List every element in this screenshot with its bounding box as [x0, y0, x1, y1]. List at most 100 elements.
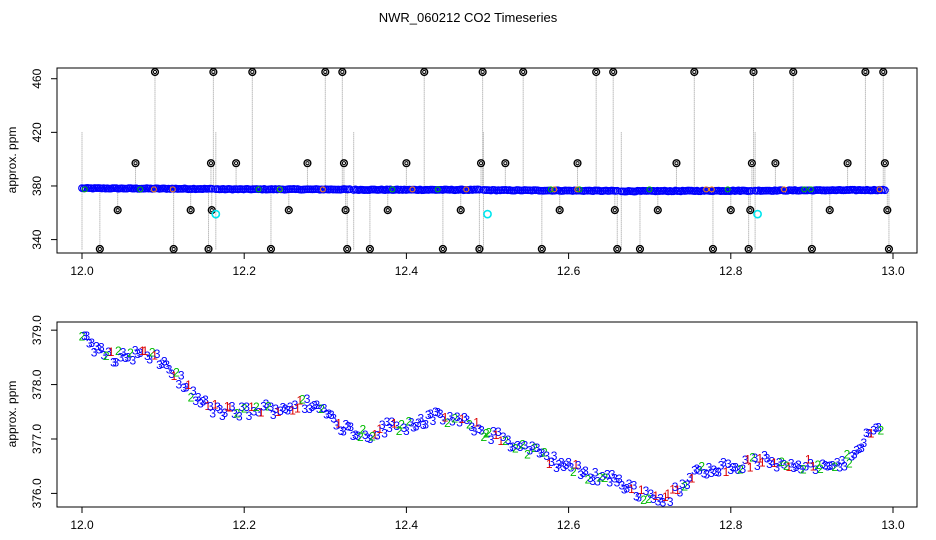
bottom-panel-x-axis: 12.0 12.2 12.4 12.6 12.8 13.0: [70, 506, 905, 532]
series-marker-3: 3: [836, 460, 843, 474]
outlier-point: [879, 67, 888, 77]
series-marker-3: 3: [551, 449, 558, 463]
series-marker-3: 3: [718, 458, 725, 472]
series-marker-3: 3: [221, 406, 228, 420]
series-marker-3: 3: [362, 428, 369, 442]
outlier-point: [884, 244, 894, 254]
series-marker-3: 3: [870, 424, 877, 438]
top-panel-cyan-points: [211, 209, 762, 219]
outlier-point: [169, 244, 178, 254]
baseline-accent-point: [807, 186, 814, 193]
outlier-point: [592, 67, 601, 77]
series-marker-3: 3: [345, 420, 352, 434]
series-marker-3: 3: [582, 464, 589, 478]
outlier-inner-point: [827, 208, 832, 213]
series-marker-3: 3: [720, 455, 727, 469]
series-marker-3: 3: [91, 346, 98, 360]
series-marker-1: 1: [669, 483, 676, 497]
series-marker-1: 1: [628, 482, 635, 496]
series-marker-3: 3: [865, 426, 872, 440]
baseline-accent-point: [276, 186, 283, 193]
series-marker-3: 3: [548, 455, 555, 469]
series-marker-1: 1: [497, 434, 504, 448]
series-marker-3: 3: [863, 426, 870, 440]
outlier-inner-point: [422, 69, 427, 75]
series-marker-2: 2: [778, 455, 785, 469]
series-marker-3: 3: [236, 409, 243, 423]
series-marker-3: 3: [255, 406, 262, 420]
series-marker-3: 3: [408, 415, 415, 429]
outlier-inner-point: [211, 69, 216, 75]
series-marker-3: 3: [686, 470, 693, 484]
series-marker-3: 3: [752, 451, 759, 465]
series-marker-1: 1: [108, 345, 115, 359]
bottom-panel-ylabel: approx. ppm: [5, 381, 19, 448]
series-marker-2: 2: [396, 424, 403, 438]
series-marker-3: 3: [589, 474, 596, 488]
outlier-point: [476, 159, 486, 168]
series-marker-3: 3: [134, 347, 141, 361]
series-marker-1: 1: [805, 453, 812, 467]
series-marker-3: 3: [461, 411, 468, 425]
series-marker-2: 2: [877, 423, 884, 437]
series-marker-1: 1: [674, 483, 681, 497]
series-marker-3: 3: [727, 463, 734, 477]
outlier-inner-point: [343, 208, 348, 213]
series-marker-1: 1: [662, 490, 669, 504]
outlier-inner-point: [97, 246, 102, 252]
outlier-inner-point: [882, 161, 887, 166]
series-marker-3: 3: [710, 463, 717, 477]
series-marker-3: 3: [313, 398, 320, 412]
outlier-inner-point: [503, 161, 508, 166]
series-marker-3: 3: [684, 478, 691, 492]
bottom-panel-x-tick-label: 13.0: [881, 518, 905, 532]
series-marker-3: 3: [175, 378, 182, 392]
baseline-accent-point: [150, 186, 157, 193]
series-marker-3: 3: [105, 345, 112, 359]
series-marker-1: 1: [297, 394, 304, 408]
series-marker-2: 2: [541, 445, 548, 459]
series-marker-2: 2: [466, 417, 473, 431]
top-panel-y-tick-label: 340: [30, 229, 44, 249]
series-marker-3: 3: [209, 407, 216, 421]
series-marker-1: 1: [689, 472, 696, 486]
series-marker-2: 2: [585, 472, 592, 486]
outlier-point: [420, 67, 429, 77]
series-marker-3: 3: [418, 412, 425, 426]
series-marker-3: 3: [83, 329, 90, 343]
series-marker-3: 3: [413, 420, 420, 434]
series-marker-3: 3: [592, 465, 599, 479]
series-marker-2: 2: [241, 402, 248, 416]
outlier-inner-point: [637, 246, 643, 252]
series-marker-2: 2: [844, 447, 851, 461]
series-marker-2: 2: [398, 417, 405, 431]
series-marker-3: 3: [807, 457, 814, 471]
series-marker-3: 3: [517, 440, 524, 454]
series-marker-3: 3: [328, 408, 335, 422]
series-marker-3: 3: [635, 490, 642, 504]
series-marker-3: 3: [773, 461, 780, 475]
series-marker-1: 1: [275, 405, 282, 419]
series-marker-3: 3: [841, 460, 848, 474]
series-marker-3: 3: [822, 458, 829, 472]
series-marker-3: 3: [861, 436, 868, 450]
top-panel: approx. ppm 12.0 12.2 12.4 12.6 12.8 13.0 340…: [5, 67, 918, 278]
series-marker-3: 3: [468, 420, 475, 434]
series-marker-3: 3: [604, 468, 611, 482]
outlier-inner-point: [478, 161, 484, 166]
series-marker-3: 3: [219, 409, 226, 423]
series-marker-3: 3: [672, 480, 679, 494]
outlier-point: [456, 206, 465, 215]
series-marker-3: 3: [543, 449, 550, 463]
series-marker-3: 3: [144, 349, 151, 363]
series-marker-1: 1: [810, 460, 817, 474]
series-marker-3: 3: [614, 475, 621, 489]
bottom-panel: approx. ppm 2333333333231332333323333113…: [5, 315, 918, 532]
series-marker-2: 2: [149, 346, 156, 360]
series-marker-3: 3: [703, 467, 710, 481]
outlier-inner-point: [728, 208, 733, 213]
series-marker-1: 1: [664, 487, 671, 501]
series-marker-3: 3: [333, 418, 340, 432]
outlier-inner-point: [886, 246, 892, 252]
bottom-panel-y-tick-label: 379.0: [30, 315, 44, 345]
